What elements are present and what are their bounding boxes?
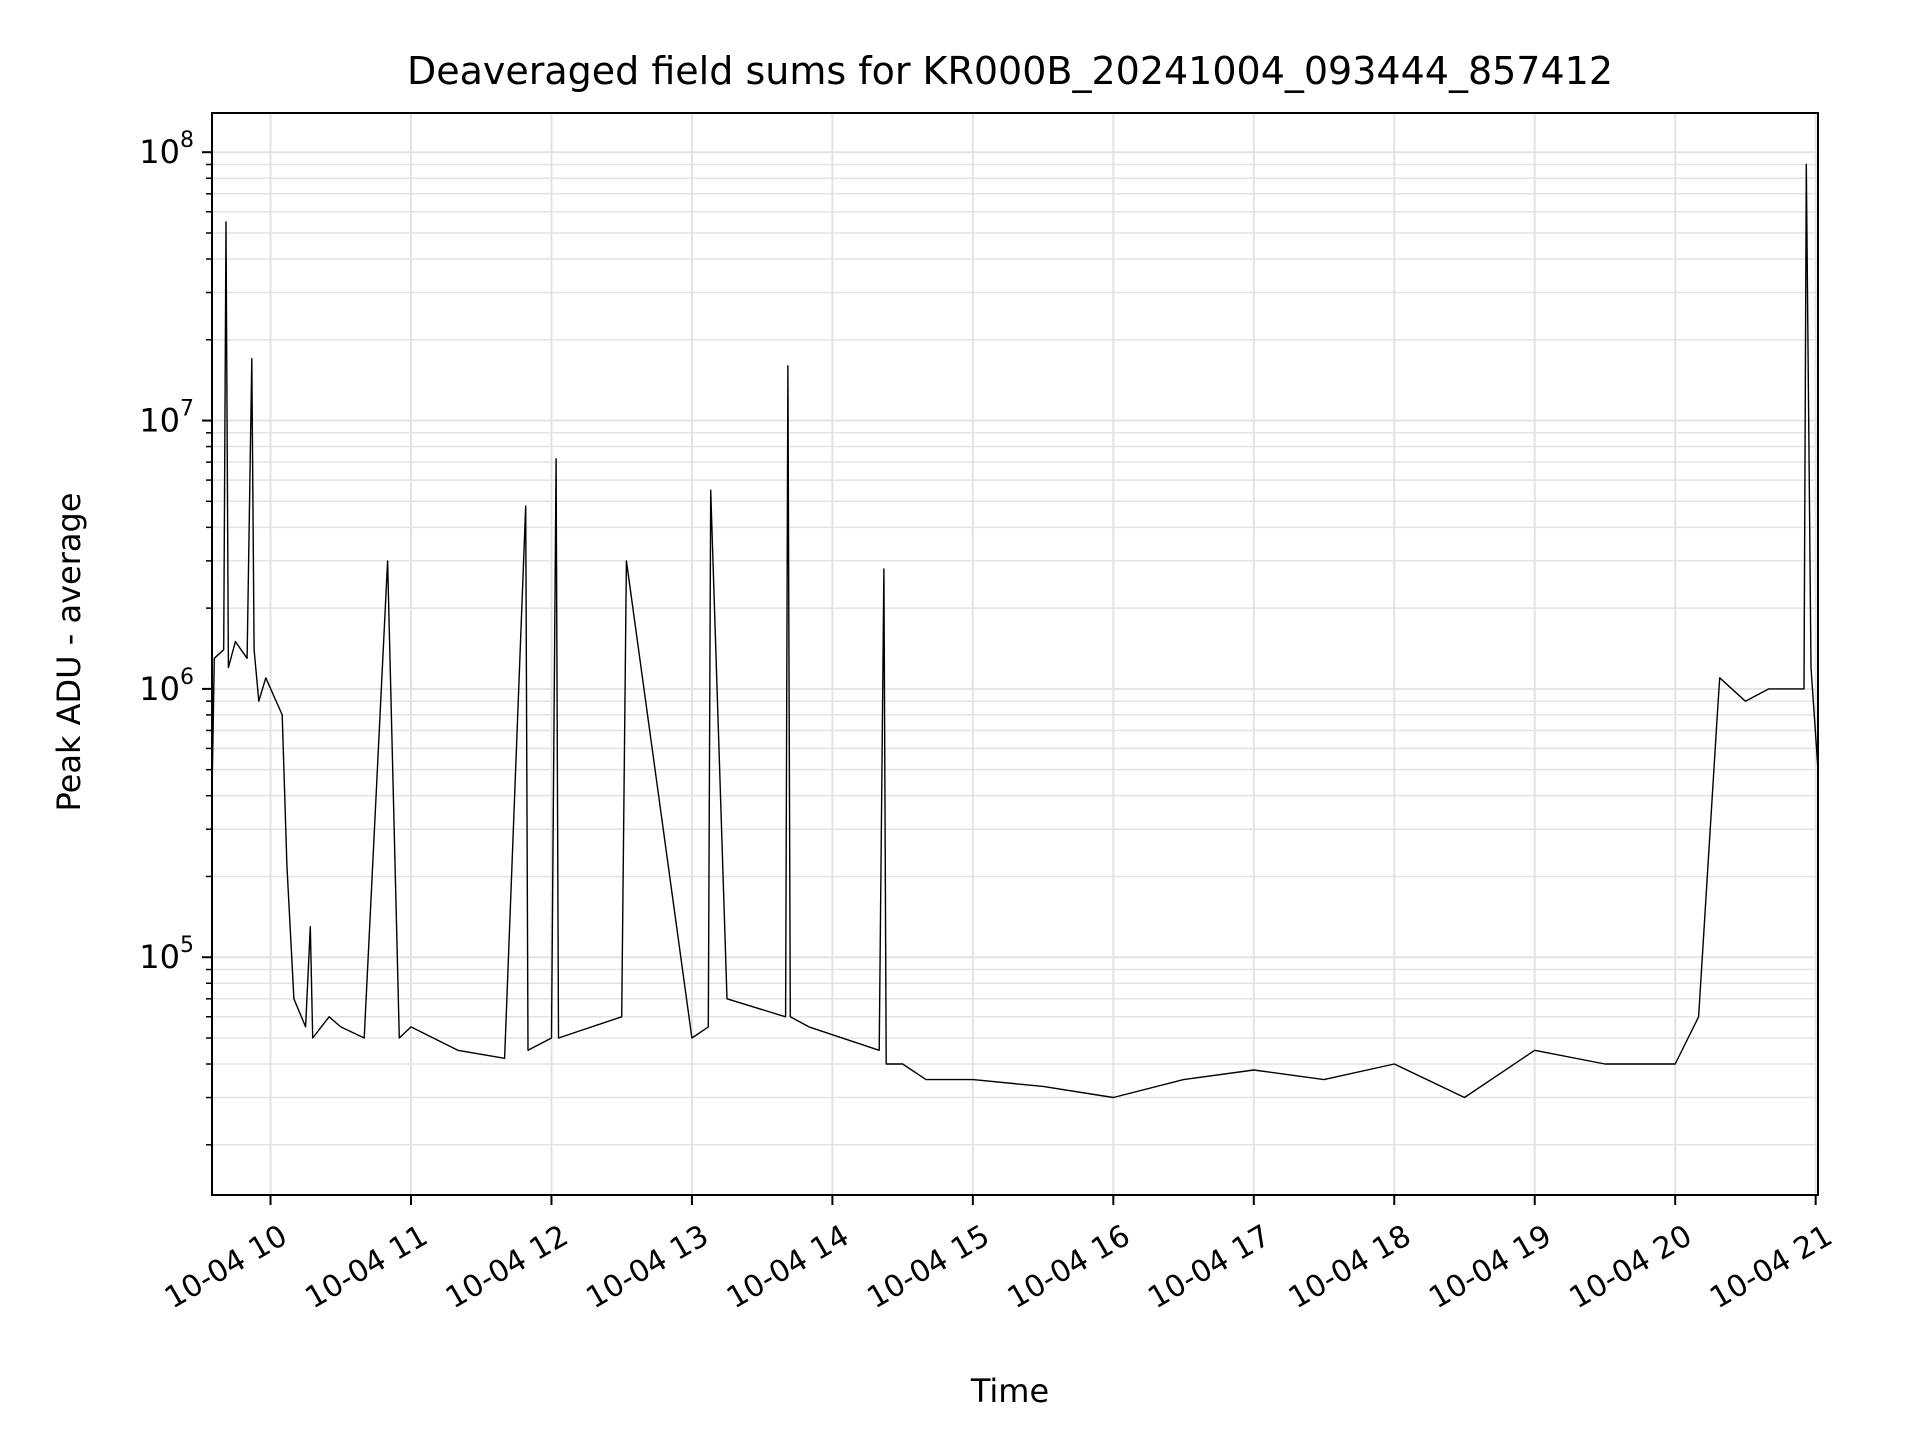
x-tick-label: 10-04 18	[1283, 1218, 1417, 1316]
x-tick-label: 10-04 12	[440, 1218, 574, 1316]
x-tick-label: 10-04 21	[1704, 1218, 1838, 1316]
x-tick-label: 10-04 19	[1423, 1218, 1557, 1316]
x-tick-label: 10-04 20	[1564, 1218, 1698, 1316]
x-tick-label: 10-04 10	[159, 1218, 293, 1316]
series-line	[211, 163, 1819, 1099]
chart-title: Deaveraged field sums for KR000B_2024100…	[407, 49, 1613, 93]
series-layer	[211, 163, 1819, 1099]
x-tick-label: 10-04 16	[1002, 1218, 1136, 1316]
y-axis-label: Peak ADU - average	[50, 493, 88, 812]
x-tick-label: 10-04 17	[1142, 1218, 1276, 1316]
x-tick-label: 10-04 14	[721, 1218, 855, 1316]
y-tick-label: 105	[139, 933, 194, 976]
x-tick-label: 10-04 13	[580, 1218, 714, 1316]
y-tick-label: 108	[139, 128, 194, 171]
x-axis-label: Time	[970, 1372, 1049, 1410]
y-tick-label: 107	[139, 397, 194, 440]
y-tick-label: 106	[139, 665, 194, 708]
tick-layer: 10-04 10 10-04 11 10-04 12 10-04 13 10-04 14…	[139, 128, 1838, 1316]
grid-layer	[212, 113, 1818, 1195]
plot-frame	[211, 112, 1819, 1196]
x-tick-label: 10-04 11	[299, 1218, 433, 1316]
x-tick-label: 10-04 15	[861, 1218, 995, 1316]
